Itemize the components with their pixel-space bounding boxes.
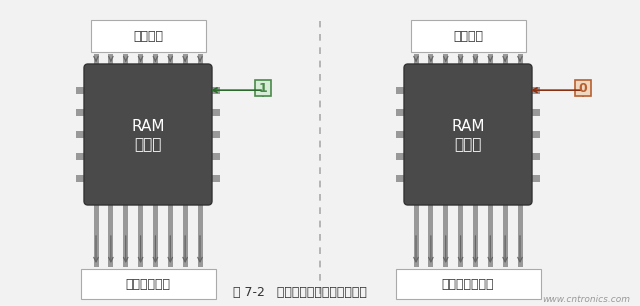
- Bar: [168, 205, 173, 267]
- FancyBboxPatch shape: [575, 80, 591, 96]
- Bar: [198, 54, 202, 66]
- Bar: [182, 205, 188, 267]
- Bar: [76, 131, 88, 138]
- Bar: [444, 205, 448, 267]
- Bar: [528, 153, 540, 160]
- Text: RAM: RAM: [451, 119, 484, 134]
- FancyBboxPatch shape: [410, 20, 525, 52]
- Bar: [413, 54, 419, 66]
- Bar: [93, 54, 99, 66]
- Bar: [396, 87, 408, 94]
- FancyBboxPatch shape: [84, 64, 212, 205]
- Bar: [198, 205, 202, 267]
- Text: 单元的当前数据: 单元的当前数据: [442, 278, 494, 290]
- Bar: [124, 205, 128, 267]
- Bar: [396, 131, 408, 138]
- Bar: [396, 153, 408, 160]
- Bar: [488, 205, 493, 267]
- Text: 单元地址: 单元地址: [133, 29, 163, 43]
- Bar: [458, 205, 463, 267]
- Bar: [396, 109, 408, 116]
- Bar: [93, 205, 99, 267]
- Text: RAM: RAM: [131, 119, 164, 134]
- Bar: [428, 205, 433, 267]
- Bar: [153, 54, 158, 66]
- Text: 单元的新数据: 单元的新数据: [125, 278, 170, 290]
- Bar: [413, 205, 419, 267]
- Text: 写模式: 写模式: [134, 137, 162, 152]
- FancyBboxPatch shape: [404, 64, 532, 205]
- Bar: [473, 54, 478, 66]
- Text: www.cntronics.com: www.cntronics.com: [542, 295, 630, 304]
- Bar: [488, 54, 493, 66]
- Text: 1: 1: [259, 81, 268, 95]
- Text: 读模式: 读模式: [454, 137, 482, 152]
- Bar: [473, 205, 478, 267]
- Bar: [76, 109, 88, 116]
- Bar: [168, 54, 173, 66]
- Bar: [208, 153, 220, 160]
- Bar: [502, 205, 508, 267]
- Bar: [208, 109, 220, 116]
- Bar: [108, 54, 113, 66]
- Text: 单元地址: 单元地址: [453, 29, 483, 43]
- Bar: [528, 131, 540, 138]
- Bar: [138, 54, 143, 66]
- Bar: [528, 109, 540, 116]
- Bar: [108, 205, 113, 267]
- FancyBboxPatch shape: [396, 269, 541, 299]
- Bar: [396, 175, 408, 182]
- Bar: [76, 87, 88, 94]
- Bar: [502, 54, 508, 66]
- Bar: [182, 54, 188, 66]
- Bar: [124, 54, 128, 66]
- Bar: [208, 175, 220, 182]
- FancyBboxPatch shape: [255, 80, 271, 96]
- Bar: [208, 87, 220, 94]
- FancyBboxPatch shape: [81, 269, 216, 299]
- Bar: [138, 205, 143, 267]
- Bar: [458, 54, 463, 66]
- FancyBboxPatch shape: [90, 20, 205, 52]
- Bar: [444, 54, 448, 66]
- Text: 0: 0: [579, 81, 588, 95]
- Bar: [528, 175, 540, 182]
- Bar: [518, 205, 522, 267]
- Bar: [76, 175, 88, 182]
- Bar: [76, 153, 88, 160]
- Bar: [518, 54, 522, 66]
- Bar: [528, 87, 540, 94]
- Text: 图 7-2   存储器包括读模式与写模式: 图 7-2 存储器包括读模式与写模式: [233, 286, 367, 299]
- Bar: [153, 205, 158, 267]
- Bar: [208, 131, 220, 138]
- Bar: [428, 54, 433, 66]
